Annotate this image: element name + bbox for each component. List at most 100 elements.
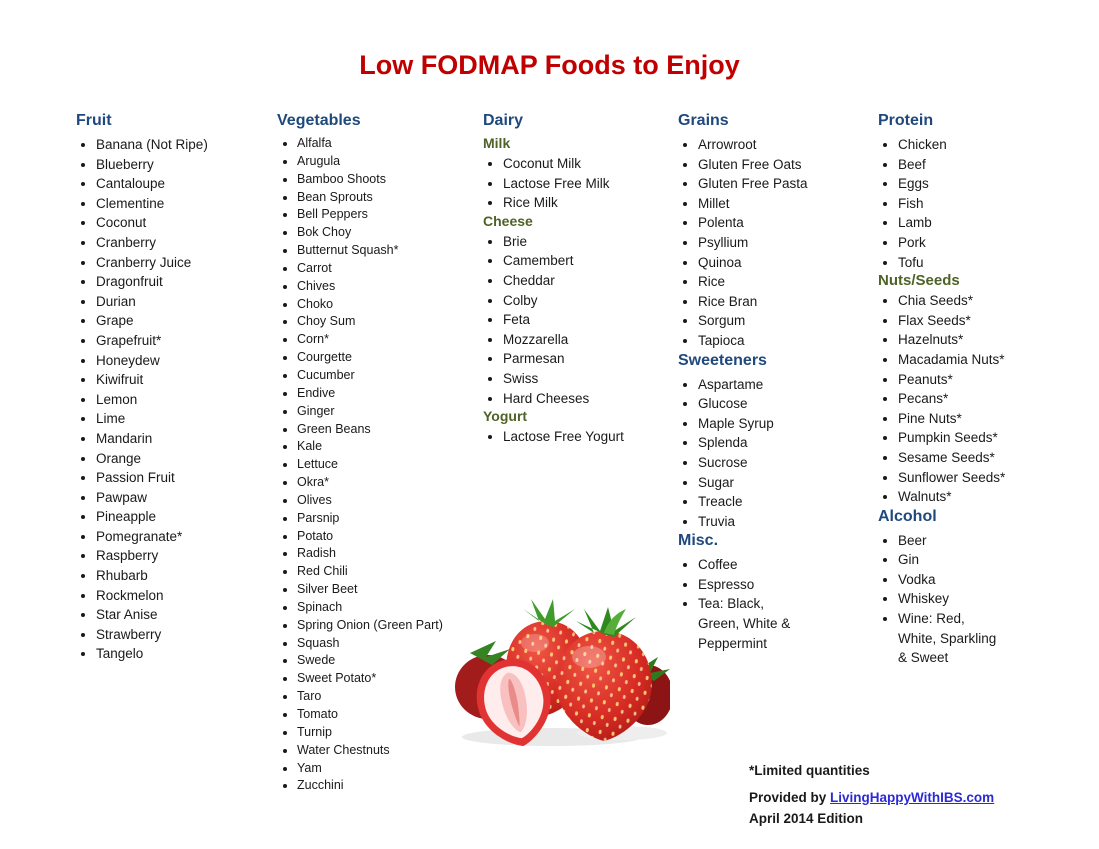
- list-item: Pineapple: [96, 507, 276, 527]
- list-item: Okra*: [297, 474, 482, 492]
- list-item: Lime: [96, 409, 276, 429]
- list-item: Wine: Red, White, Sparkling & Sweet: [898, 609, 1000, 668]
- column-fruit: Fruit Banana (Not Ripe)BlueberryCantalou…: [76, 111, 276, 664]
- vegetables-heading: Vegetables: [277, 112, 361, 129]
- list-item: Swiss: [503, 369, 678, 389]
- main-strawberry: [556, 607, 652, 741]
- list-item: Maple Syrup: [698, 414, 878, 434]
- list-item: Tomato: [297, 706, 482, 724]
- list-item: Pecans*: [898, 389, 1068, 409]
- list-item: Butternut Squash*: [297, 242, 482, 260]
- list-item: Eggs: [898, 174, 1068, 194]
- provided-by-text: Provided by: [749, 790, 831, 805]
- list-item: Pork: [898, 233, 1068, 253]
- list-item: Chicken: [898, 135, 1068, 155]
- yogurt-list: Lactose Free Yogurt: [483, 427, 678, 447]
- list-item: Mozzarella: [503, 330, 678, 350]
- list-item: Cranberry Juice: [96, 253, 276, 273]
- list-item: Turnip: [297, 724, 482, 742]
- list-item: Tangelo: [96, 644, 276, 664]
- list-item: Endive: [297, 385, 482, 403]
- list-item: Water Chestnuts: [297, 742, 482, 760]
- list-item: Rice Milk: [503, 193, 678, 213]
- list-item: Cantaloupe: [96, 174, 276, 194]
- list-item: Sucrose: [698, 453, 878, 473]
- protein-heading: Protein: [878, 112, 934, 129]
- list-item: Strawberry: [96, 625, 276, 645]
- list-item: Tofu: [898, 253, 1068, 273]
- list-item: Lettuce: [297, 456, 482, 474]
- list-item: Pawpaw: [96, 488, 276, 508]
- list-item: Feta: [503, 310, 678, 330]
- list-item: Millet: [698, 194, 878, 214]
- cheese-list: BrieCamembertCheddarColbyFetaMozzarellaP…: [483, 232, 678, 408]
- list-item: Kiwifruit: [96, 370, 276, 390]
- yogurt-subheading: Yogurt: [483, 408, 528, 425]
- list-item: Chives: [297, 278, 482, 296]
- list-item: Pomegranate*: [96, 527, 276, 547]
- alcohol-list: BeerGinVodkaWhiskeyWine: Red, White, Spa…: [878, 531, 1000, 668]
- list-item: Brie: [503, 232, 678, 252]
- list-item: Choko: [297, 296, 482, 314]
- list-item: Polenta: [698, 213, 878, 233]
- edition-text: April 2014 Edition: [749, 811, 864, 826]
- list-item: Silver Beet: [297, 581, 482, 599]
- provided-by-line: Provided by LivingHappyWithIBS.com: [749, 790, 994, 805]
- list-item: Hazelnuts*: [898, 330, 1068, 350]
- list-item: Espresso: [698, 575, 808, 595]
- list-item: Bean Sprouts: [297, 189, 482, 207]
- vegetables-list: AlfalfaArugulaBamboo ShootsBean SproutsB…: [277, 135, 482, 795]
- list-item: Coconut Milk: [503, 154, 678, 174]
- list-item: Sugar: [698, 473, 878, 493]
- list-item: Quinoa: [698, 253, 878, 273]
- list-item: Gluten Free Oats: [698, 155, 878, 175]
- list-item: Clementine: [96, 194, 276, 214]
- milk-subheading: Milk: [483, 135, 511, 151]
- list-item: Hard Cheeses: [503, 389, 678, 409]
- list-item: Beef: [898, 155, 1068, 175]
- alcohol-heading: Alcohol: [878, 507, 937, 525]
- nuts-seeds-list: Chia Seeds*Flax Seeds*Hazelnuts*Macadami…: [878, 291, 1068, 507]
- fruit-heading: Fruit: [76, 112, 112, 129]
- milk-list: Coconut MilkLactose Free MilkRice Milk: [483, 154, 678, 213]
- list-item: Durian: [96, 292, 276, 312]
- list-item: Camembert: [503, 251, 678, 271]
- list-item: Courgette: [297, 349, 482, 367]
- list-item: Splenda: [698, 433, 878, 453]
- nuts-seeds-subheading: Nuts/Seeds: [878, 272, 960, 290]
- list-item: Raspberry: [96, 546, 276, 566]
- list-item: Bell Peppers: [297, 206, 482, 224]
- list-item: Arugula: [297, 153, 482, 171]
- sweeteners-heading: Sweeteners: [678, 351, 767, 369]
- list-item: Green Beans: [297, 421, 482, 439]
- list-item: Spring Onion (Green Part): [297, 617, 482, 635]
- list-item: Macadamia Nuts*: [898, 350, 1068, 370]
- list-item: Choy Sum: [297, 313, 482, 331]
- list-item: Fish: [898, 194, 1068, 214]
- list-item: Walnuts*: [898, 487, 1068, 507]
- list-item: Tapioca: [698, 331, 878, 351]
- list-item: Lamb: [898, 213, 1068, 233]
- page-title: Low FODMAP Foods to Enjoy: [359, 50, 740, 80]
- misc-list: CoffeeEspressoTea: Black, Green, White &…: [678, 555, 808, 653]
- column-grains: Grains ArrowrootGluten Free OatsGluten F…: [678, 111, 878, 653]
- list-item: Blueberry: [96, 155, 276, 175]
- list-item: Flax Seeds*: [898, 311, 1068, 331]
- list-item: Zucchini: [297, 777, 482, 795]
- list-item: Passion Fruit: [96, 468, 276, 488]
- strawberries-image: [455, 599, 670, 746]
- column-dairy: Dairy Milk Coconut MilkLactose Free Milk…: [483, 111, 678, 447]
- list-item: Banana (Not Ripe): [96, 135, 276, 155]
- list-item: Spinach: [297, 599, 482, 617]
- website-link[interactable]: LivingHappyWithIBS.com: [830, 790, 995, 805]
- list-item: Truvia: [698, 512, 878, 532]
- list-item: Beer: [898, 531, 1000, 551]
- list-item: Dragonfruit: [96, 272, 276, 292]
- list-item: Lemon: [96, 390, 276, 410]
- list-item: Pumpkin Seeds*: [898, 428, 1068, 448]
- list-item: Honeydew: [96, 351, 276, 371]
- list-item: Rhubarb: [96, 566, 276, 586]
- sweeteners-list: AspartameGlucoseMaple SyrupSplendaSucros…: [678, 375, 878, 532]
- cheese-subheading: Cheese: [483, 212, 533, 229]
